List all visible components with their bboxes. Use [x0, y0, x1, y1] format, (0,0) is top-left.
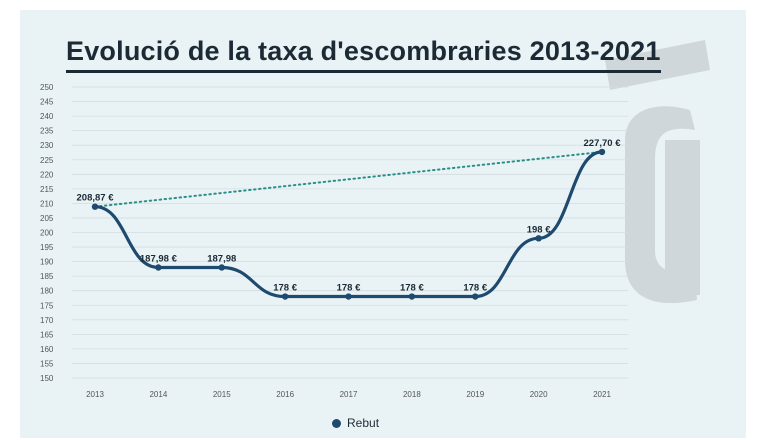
y-tick-label: 155 [40, 359, 54, 368]
data-label: 178 € [273, 283, 297, 294]
x-tick-label: 2013 [86, 390, 104, 399]
data-point [598, 148, 606, 156]
data-label: 208,87 € [77, 193, 115, 204]
data-point [472, 293, 479, 300]
x-axis-ticks: 2013 2014 2015 2016 2017 2018 2019 2020 2021 [86, 390, 611, 399]
data-label: 198 € [527, 224, 551, 235]
y-tick-label: 230 [40, 141, 54, 150]
data-label: 187,98 € [140, 253, 178, 264]
y-tick-label: 205 [40, 214, 54, 223]
y-tick-label: 160 [40, 345, 54, 354]
y-tick-label: 150 [40, 374, 54, 383]
data-label: 178 € [463, 283, 487, 294]
data-point [155, 264, 162, 271]
y-tick-label: 175 [40, 301, 54, 310]
x-tick-label: 2014 [149, 390, 167, 399]
y-tick-label: 190 [40, 258, 54, 267]
data-label: 187,98 [207, 253, 236, 264]
data-point [535, 235, 542, 242]
data-label: 227,70 € [584, 138, 622, 149]
y-tick-label: 240 [40, 112, 54, 121]
y-tick-label: 245 [40, 98, 54, 107]
y-tick-label: 165 [40, 330, 54, 339]
y-tick-label: 180 [40, 287, 54, 296]
data-point [345, 293, 352, 300]
trendline [94, 150, 603, 208]
data-labels: 208,87 € 187,98 € 187,98 178 € 178 € 178 € 178… [77, 138, 622, 294]
y-tick-label: 215 [40, 185, 54, 194]
x-tick-label: 2020 [530, 390, 548, 399]
legend: Rebut [332, 416, 379, 430]
data-label: 178 € [400, 283, 424, 294]
y-tick-label: 250 [40, 83, 54, 92]
data-label: 178 € [337, 283, 361, 294]
series-rebut [91, 148, 606, 300]
y-tick-label: 225 [40, 156, 54, 165]
trendline-dotted [94, 150, 603, 208]
y-tick-label: 220 [40, 170, 54, 179]
data-point [281, 293, 289, 300]
x-tick-label: 2018 [403, 390, 421, 399]
gridlines [72, 86, 628, 379]
x-tick-label: 2017 [340, 390, 358, 399]
chart-title: Evolució de la taxa d'escombraries 2013-… [66, 36, 661, 73]
data-point [91, 203, 99, 210]
x-tick-label: 2015 [213, 390, 231, 399]
legend-label: Rebut [347, 416, 380, 430]
x-tick-label: 2021 [593, 390, 611, 399]
y-axis-ticks: 150 155 160 165 170 175 180 185 190 195 200 205 210 2… [40, 83, 54, 383]
brand-watermark-icon [605, 40, 710, 304]
data-point [218, 264, 225, 271]
y-tick-label: 235 [40, 127, 54, 136]
y-tick-label: 170 [40, 316, 54, 325]
data-point [408, 293, 416, 300]
x-tick-label: 2019 [466, 390, 484, 399]
x-tick-label: 2016 [276, 390, 294, 399]
y-tick-label: 195 [40, 243, 54, 252]
y-tick-label: 185 [40, 272, 54, 281]
legend-marker-icon [332, 418, 341, 428]
y-tick-label: 200 [40, 229, 54, 238]
y-tick-label: 210 [40, 199, 54, 208]
